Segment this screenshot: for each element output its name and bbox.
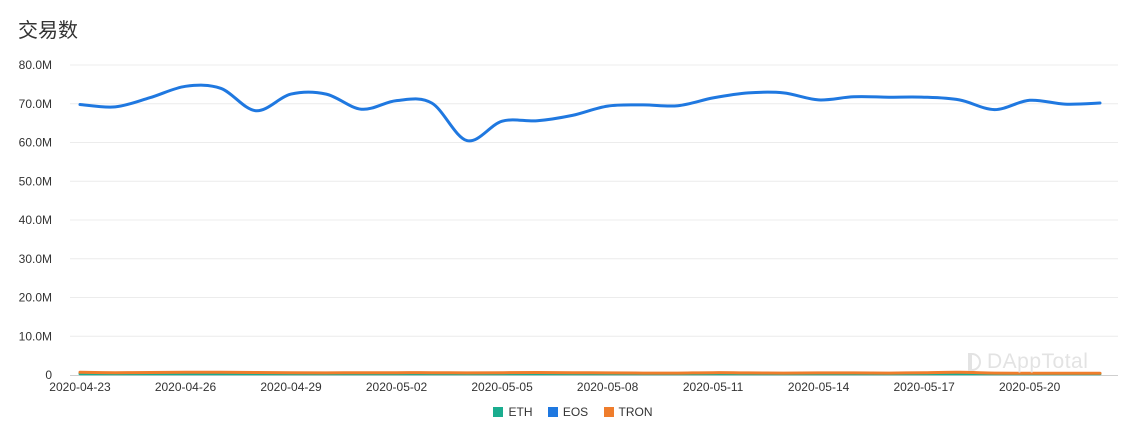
- legend-label: ETH: [508, 405, 533, 419]
- line-chart: 0 10.0M 20.0M 30.0M 40.0M 50.0M 60.0M 70.0M 80.0…: [19, 58, 1118, 394]
- eth-swatch-icon: [493, 407, 504, 417]
- eos-swatch-icon: [547, 407, 558, 417]
- x-tick-label: 2020-05-08: [577, 380, 639, 394]
- legend-item-eth[interactable]: ETH: [493, 405, 532, 419]
- y-tick-label: 70.0M: [19, 97, 52, 111]
- x-tick-label: 2020-04-29: [260, 380, 322, 394]
- watermark-text: DAppTotal: [987, 350, 1089, 373]
- dapptotal-logo-icon: [968, 353, 981, 371]
- y-tick-label: 10.0M: [19, 329, 52, 343]
- series-line-eos[interactable]: [78, 83, 1102, 143]
- x-tick-label: 2020-05-05: [471, 380, 533, 394]
- legend-item-tron[interactable]: TRON: [603, 405, 653, 419]
- y-tick-label: 40.0M: [19, 213, 52, 227]
- legend-label: EOS: [562, 405, 589, 419]
- series-lines: [78, 83, 1102, 376]
- gridlines: [70, 64, 1118, 337]
- x-tick-label: 2020-05-20: [999, 380, 1061, 394]
- legend-label: TRON: [618, 405, 653, 419]
- x-tick-label: 2020-05-14: [788, 380, 850, 394]
- tron-swatch-icon: [603, 407, 614, 417]
- series-line-tron[interactable]: [78, 370, 1102, 375]
- watermark: DAppTotal: [968, 350, 1088, 374]
- y-tick-label: 20.0M: [19, 291, 52, 305]
- x-tick-label: 2020-05-11: [683, 380, 744, 394]
- chart-title: 交易数: [18, 18, 78, 42]
- x-tick-label: 2020-04-23: [49, 380, 111, 394]
- x-tick-label: 2020-04-26: [155, 380, 217, 394]
- y-tick-label: 50.0M: [19, 174, 52, 188]
- y-tick-label: 60.0M: [19, 136, 52, 150]
- legend-item-eos[interactable]: EOS: [547, 405, 589, 419]
- x-tick-label: 2020-05-17: [893, 380, 955, 394]
- y-axis-ticks: 0 10.0M 20.0M 30.0M 40.0M 50.0M 60.0M 70.0M 80.0…: [19, 58, 53, 382]
- y-tick-label: 30.0M: [19, 252, 52, 266]
- y-tick-label: 0: [45, 368, 52, 382]
- x-axis: 2020-04-23 2020-04-26 2020-04-29 2020-05-02…: [49, 375, 1118, 394]
- legend: ETH EOS TRON: [0, 405, 1146, 419]
- x-tick-label: 2020-05-02: [366, 380, 428, 394]
- y-tick-label: 80.0M: [19, 58, 52, 72]
